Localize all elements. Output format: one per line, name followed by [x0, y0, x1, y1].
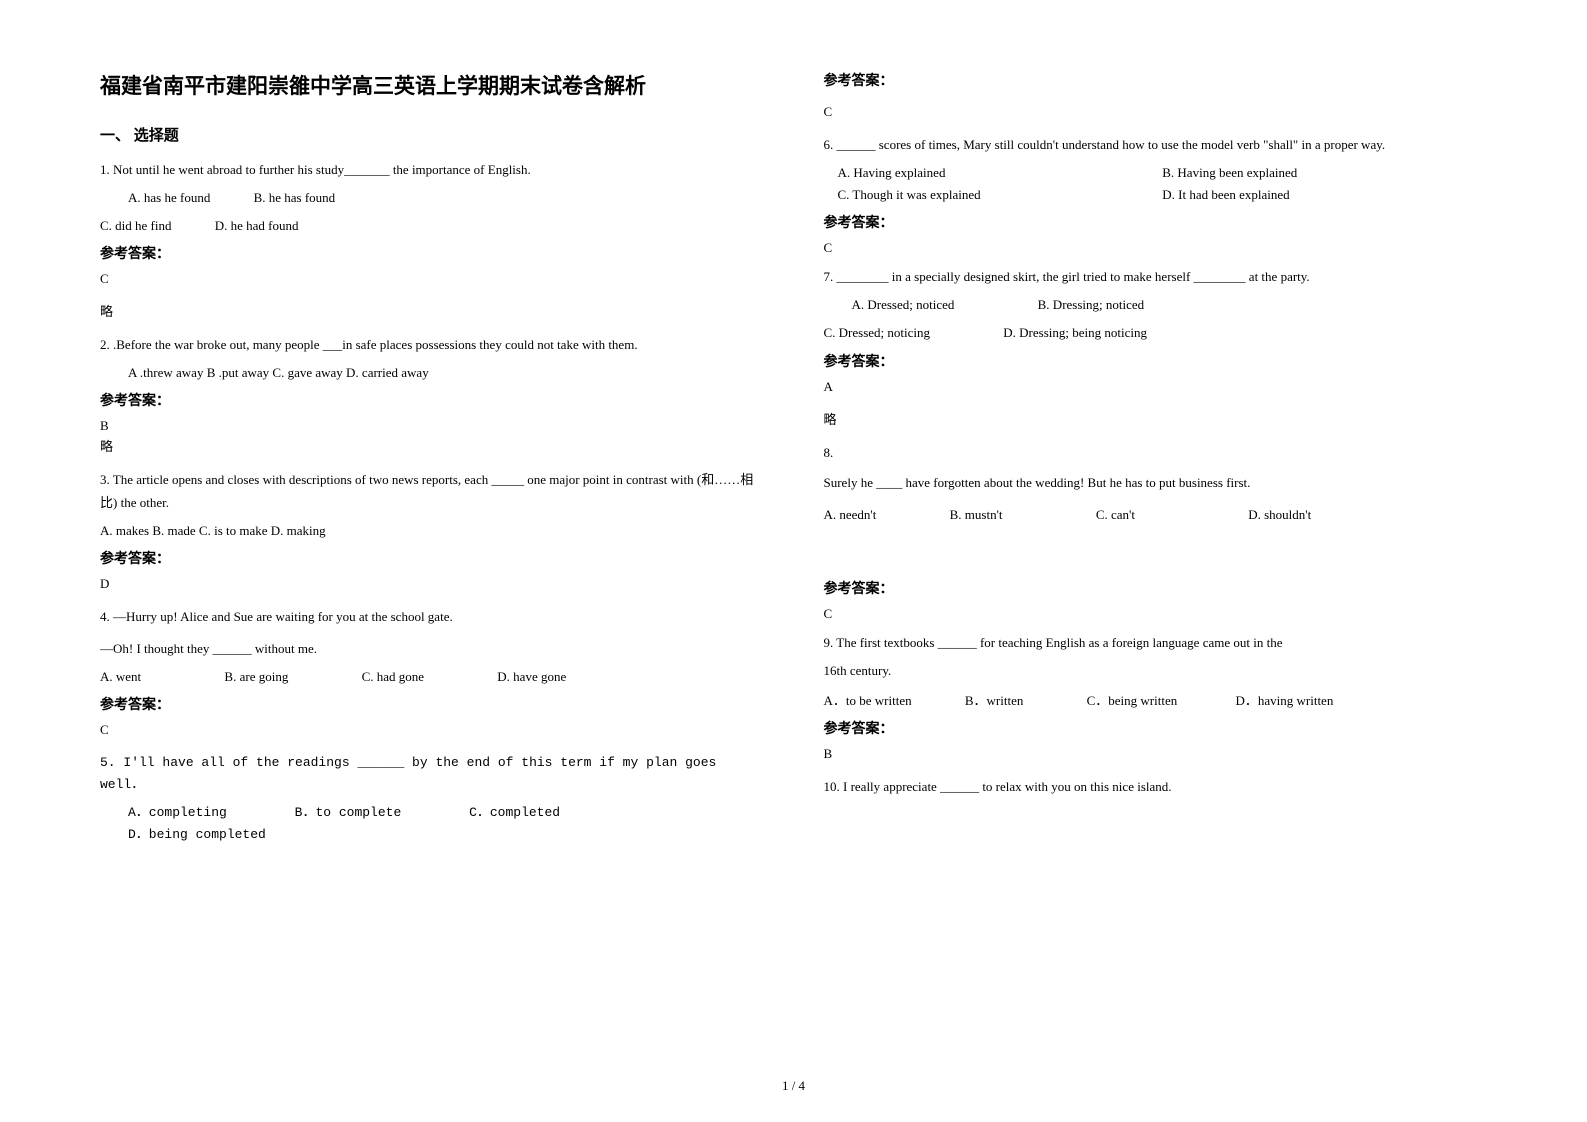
answer-value: B [824, 746, 1488, 762]
options-row: C. Though it was explained D. It had bee… [824, 184, 1488, 206]
answer-value: B [100, 418, 764, 434]
page: 福建省南平市建阳崇雒中学高三英语上学期期末试卷含解析 一、 选择题 1. Not… [0, 0, 1587, 886]
option-b: B．to complete [295, 802, 402, 824]
options-row: A．completing B．to complete C．completed D… [100, 802, 764, 846]
options-row: A. needn't B. mustn't C. can't D. should… [824, 504, 1488, 526]
question-6: 6. ______ scores of times, Mary still co… [824, 134, 1488, 256]
question-7: 7. ________ in a specially designed skir… [824, 266, 1488, 427]
option-d: D．being completed [128, 824, 266, 846]
option-a: A．to be written [824, 690, 912, 712]
answer-label: 参考答案： [100, 694, 764, 714]
question-text: 3. The article opens and closes with des… [100, 469, 764, 513]
answer-label: 参考答案： [824, 70, 1488, 90]
answer-value: C [824, 240, 1488, 256]
option-b: B. he has found [254, 187, 336, 209]
question-text: 16th century. [824, 660, 1488, 682]
option-d: D. he had found [215, 215, 299, 237]
omitted: 略 [100, 436, 764, 455]
option-c: C. had gone [362, 666, 424, 688]
options-row: A. Dressed; noticed B. Dressing; noticed [824, 294, 1488, 316]
option-a: A. Having explained [838, 162, 1163, 184]
question-text: 5. I'll have all of the readings ______ … [100, 752, 764, 796]
option-a: A．completing [128, 802, 227, 824]
option-d: D. It had been explained [1162, 184, 1487, 206]
option-b: B. Dressing; noticed [1038, 294, 1145, 316]
option-a: A. Dressed; noticed [852, 294, 955, 316]
option-c: C．being written [1087, 690, 1178, 712]
option-b: B．written [965, 690, 1024, 712]
option-a: A. needn't [824, 504, 877, 526]
options-row: C. did he find D. he had found [100, 215, 764, 237]
option-d: D. shouldn't [1248, 504, 1311, 526]
question-text: 7. ________ in a specially designed skir… [824, 266, 1488, 288]
question-text: —Oh! I thought they ______ without me. [100, 638, 764, 660]
option-c: C. Though it was explained [838, 184, 1163, 206]
question-text: 10. I really appreciate ______ to relax … [824, 776, 1488, 798]
option-a: A. has he found [128, 187, 210, 209]
question-number: 8. [824, 442, 1488, 464]
question-text: 2. .Before the war broke out, many peopl… [100, 334, 764, 356]
question-text: Surely he ____ have forgotten about the … [824, 472, 1488, 494]
option-c: C. Dressed; noticing [824, 322, 931, 344]
options-row: A .threw away B .put away C. gave away D… [100, 362, 764, 384]
option-c: C. did he find [100, 215, 172, 237]
option-b: B. mustn't [950, 504, 1003, 526]
answer-value: C [824, 104, 1488, 120]
options-row: C. Dressed; noticing D. Dressing; being … [824, 322, 1488, 344]
question-9: 9. The first textbooks ______ for teachi… [824, 632, 1488, 762]
question-2: 2. .Before the war broke out, many peopl… [100, 334, 764, 455]
option-d: D. have gone [497, 666, 566, 688]
answer-value: D [100, 576, 764, 592]
question-4: 4. —Hurry up! Alice and Sue are waiting … [100, 606, 764, 738]
options-row: A．to be written B．written C．being writte… [824, 690, 1488, 712]
answer-label: 参考答案： [824, 718, 1488, 738]
question-text: 1. Not until he went abroad to further h… [100, 159, 764, 181]
omitted: 略 [100, 301, 764, 320]
option-c: C．completed [469, 802, 560, 824]
question-1: 1. Not until he went abroad to further h… [100, 159, 764, 320]
answer-label: 参考答案： [824, 351, 1488, 371]
option-d: D. Dressing; being noticing [1003, 322, 1147, 344]
question-text: 6. ______ scores of times, Mary still co… [824, 134, 1488, 156]
answer-value: C [100, 722, 764, 738]
answer-value: A [824, 379, 1488, 395]
question-8: 8. Surely he ____ have forgotten about t… [824, 442, 1488, 622]
answer-label: 参考答案： [824, 578, 1488, 598]
answer-label: 参考答案： [100, 548, 764, 568]
answer-value: C [100, 271, 764, 287]
options-row: A. makes B. made C. is to make D. making [100, 520, 764, 542]
page-number: 1 / 4 [782, 1078, 805, 1094]
answer-label: 参考答案： [100, 390, 764, 410]
answer-label: 参考答案： [824, 212, 1488, 232]
omitted: 略 [824, 409, 1488, 428]
answer-value: C [824, 606, 1488, 622]
left-column: 福建省南平市建阳崇雒中学高三英语上学期期末试卷含解析 一、 选择题 1. Not… [100, 70, 764, 856]
option-d: D．having written [1235, 690, 1333, 712]
option-c: C. can't [1096, 504, 1135, 526]
question-3: 3. The article opens and closes with des… [100, 469, 764, 591]
question-5: 5. I'll have all of the readings ______ … [100, 752, 764, 846]
question-10: 10. I really appreciate ______ to relax … [824, 776, 1488, 798]
options-row: A. went B. are going C. had gone D. have… [100, 666, 764, 688]
option-a: A. went [100, 666, 141, 688]
question-text: 4. —Hurry up! Alice and Sue are waiting … [100, 606, 764, 628]
answer-label: 参考答案： [100, 243, 764, 263]
right-column: 参考答案： C 6. ______ scores of times, Mary … [824, 70, 1488, 856]
doc-title: 福建省南平市建阳崇雒中学高三英语上学期期末试卷含解析 [100, 70, 764, 100]
option-b: B. are going [224, 666, 288, 688]
option-b: B. Having been explained [1162, 162, 1487, 184]
section-1-heading: 一、 选择题 [100, 124, 764, 145]
question-text: 9. The first textbooks ______ for teachi… [824, 632, 1488, 654]
options-row: A. has he found B. he has found [100, 187, 764, 209]
options-row: A. Having explained B. Having been expla… [824, 162, 1488, 184]
